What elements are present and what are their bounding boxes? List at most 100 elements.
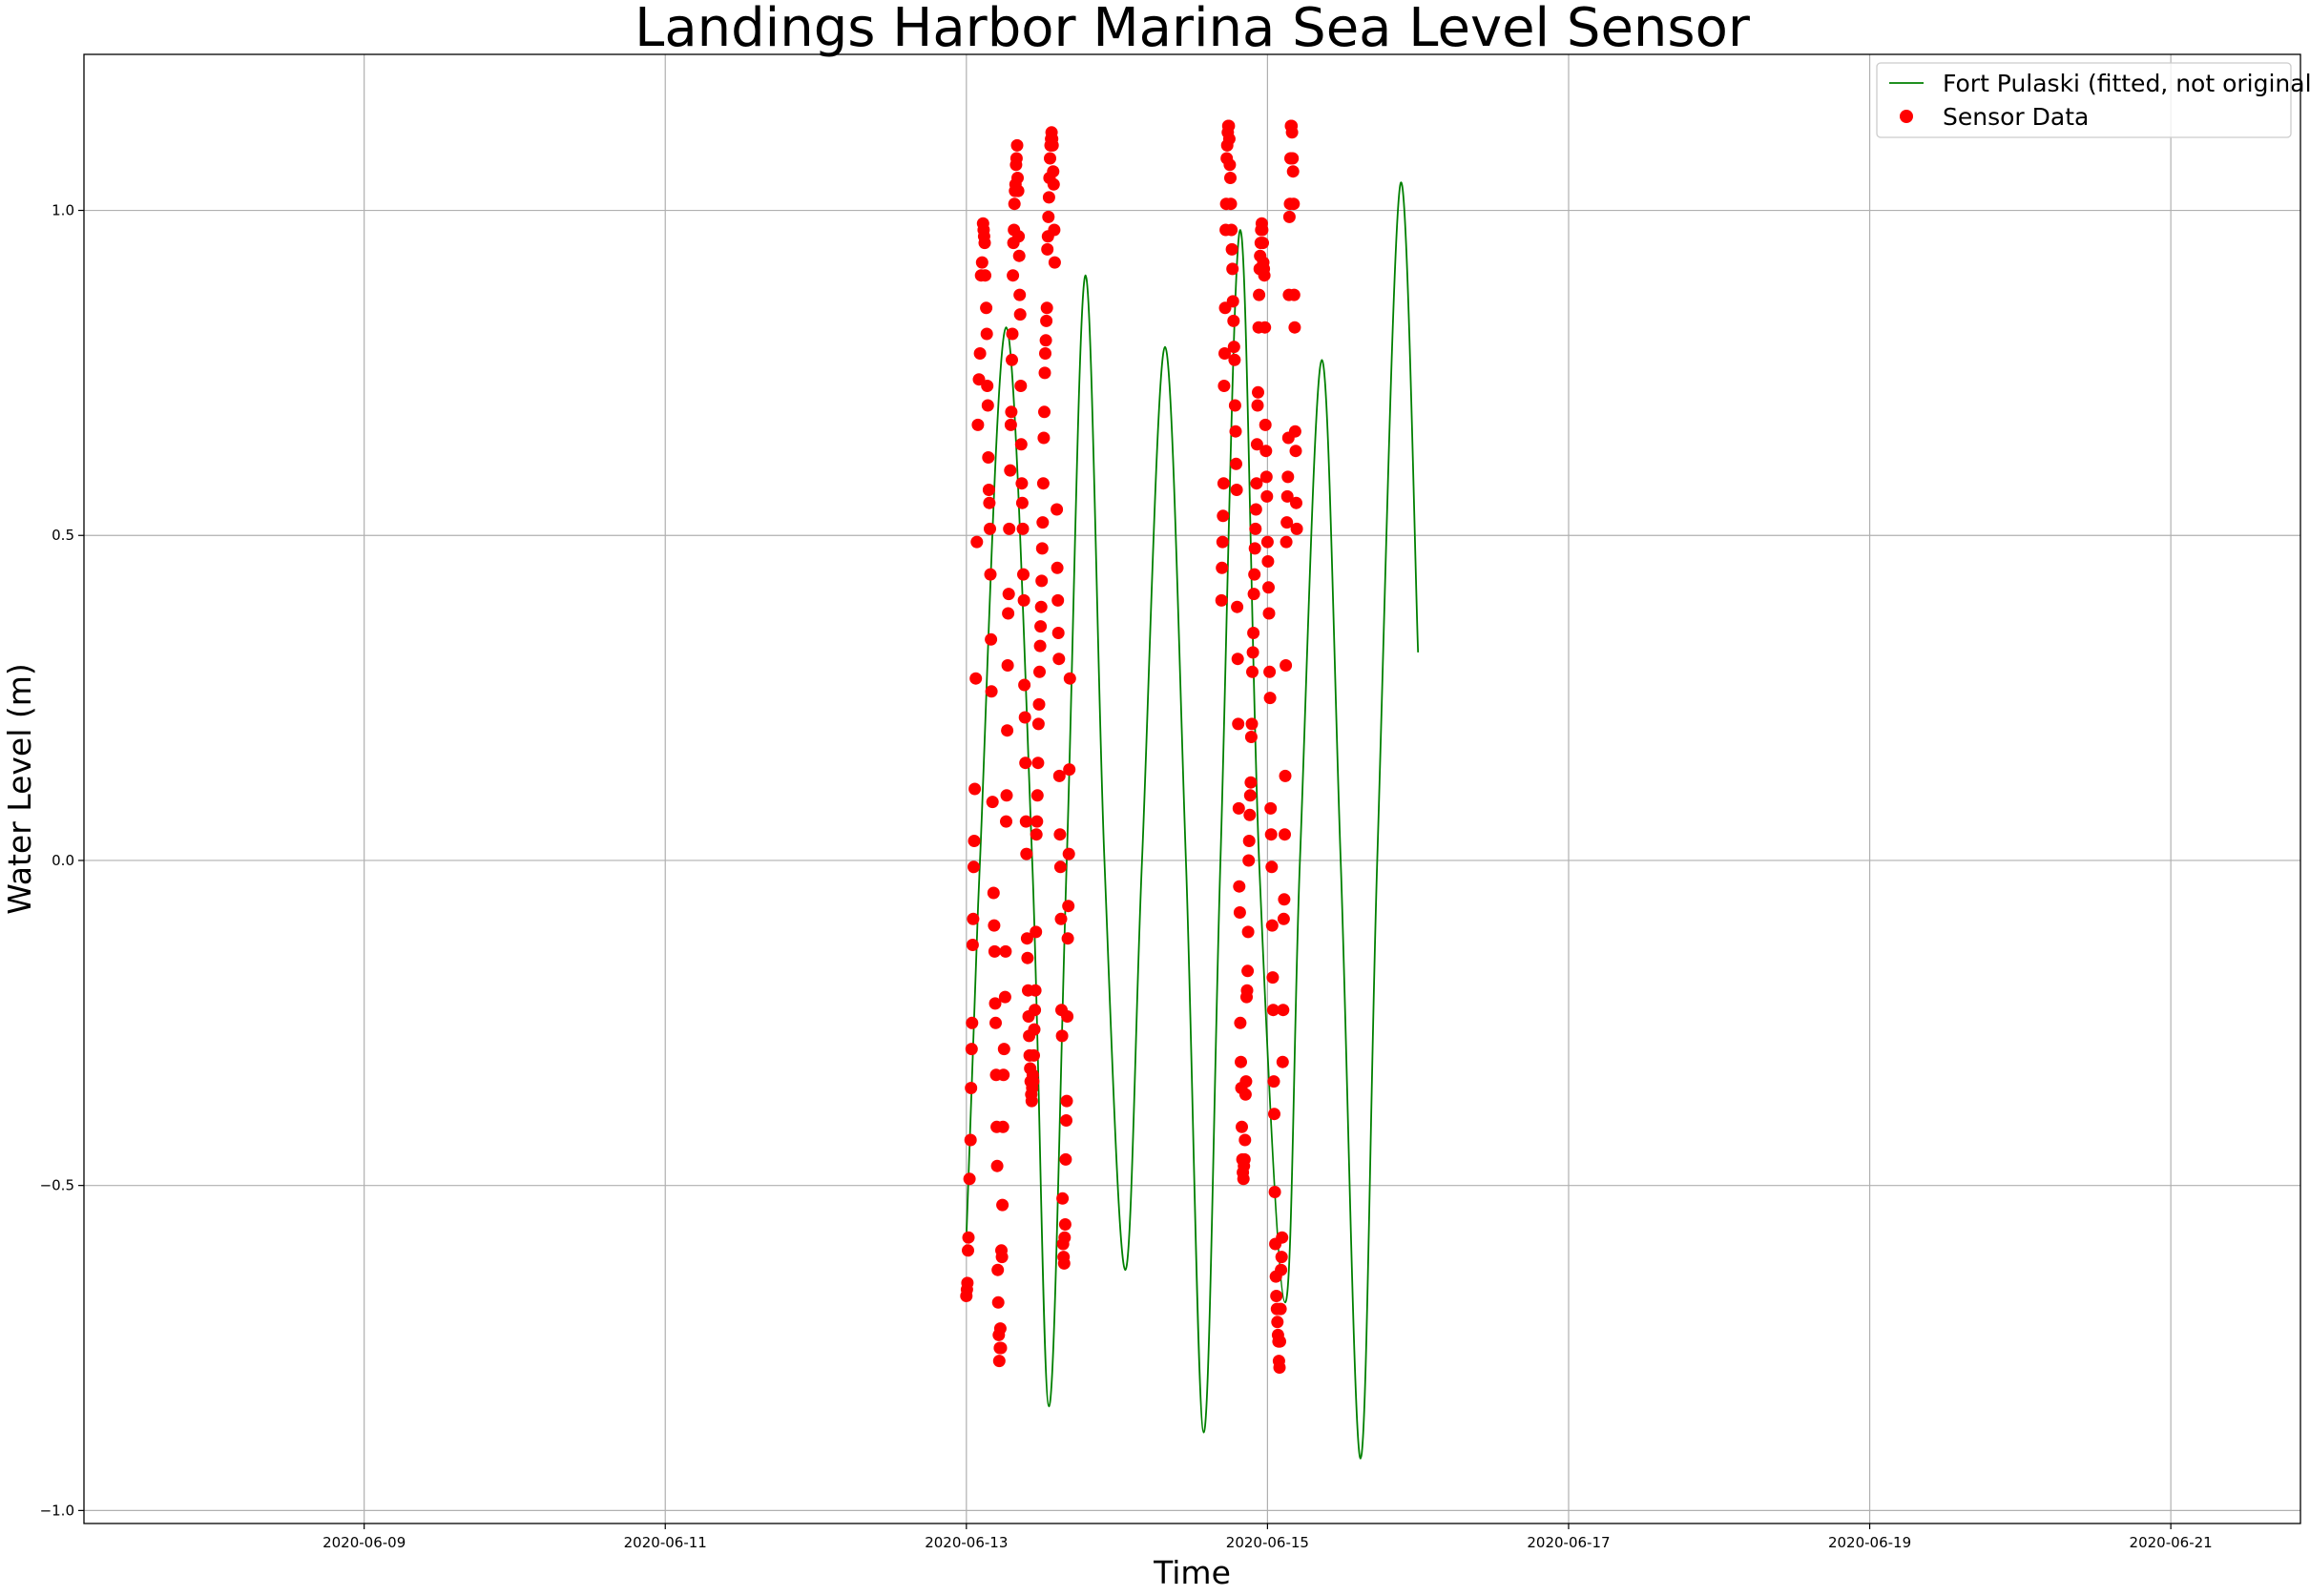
sensor-point xyxy=(1051,561,1064,574)
sensor-point xyxy=(1014,380,1028,392)
sensor-point xyxy=(1223,158,1237,172)
sensor-point xyxy=(1004,464,1017,477)
sensor-point xyxy=(1259,418,1272,431)
sensor-point xyxy=(978,237,991,250)
sensor-point xyxy=(1030,828,1043,841)
sensor-point xyxy=(1224,197,1238,211)
sensor-point xyxy=(1259,445,1273,458)
sensor-point xyxy=(1034,620,1048,633)
grid-lines xyxy=(84,54,2300,1523)
sensor-point xyxy=(1218,347,1231,360)
sensor-point xyxy=(1259,321,1272,334)
sensor-point xyxy=(1057,1256,1071,1270)
sensor-point xyxy=(1053,860,1067,874)
sensor-point xyxy=(968,782,982,796)
sensor-point xyxy=(1237,1172,1250,1186)
sensor-point xyxy=(973,347,987,360)
sensor-point xyxy=(1217,509,1230,523)
sensor-point xyxy=(994,1341,1008,1355)
sensor-point xyxy=(997,1043,1010,1056)
legend-label-sensor: Sensor Data xyxy=(1943,103,2089,131)
sensor-point xyxy=(1051,593,1065,607)
sensor-point xyxy=(965,1043,978,1056)
sensor-point xyxy=(1288,321,1301,334)
sensor-point xyxy=(1239,1075,1253,1088)
sensor-point xyxy=(1016,522,1030,535)
sensor-point xyxy=(1035,574,1049,588)
tick-labels: 2020-06-09 2020-06-11 2020-06-13 2020-06-15… xyxy=(40,202,2213,1551)
sensor-point xyxy=(1271,1316,1284,1329)
chart-title: Landings Harbor Marina Sea Level Sensor xyxy=(635,0,1751,59)
sensor-point xyxy=(1002,588,1015,601)
sensor-point xyxy=(1052,653,1066,666)
sensor-point xyxy=(1249,503,1262,516)
sensor-point xyxy=(963,1172,976,1186)
sensor-point xyxy=(1276,1055,1289,1068)
sensor-point xyxy=(1063,672,1076,685)
sensor-point xyxy=(1048,256,1061,269)
sensor-point xyxy=(999,944,1012,958)
sensor-point xyxy=(1268,1108,1280,1121)
sensor-point xyxy=(987,886,1000,900)
sensor-point xyxy=(1039,334,1052,347)
sensor-point xyxy=(1011,172,1024,184)
sensor-point xyxy=(1036,516,1050,529)
y-tick-label: 0.5 xyxy=(52,527,74,544)
x-tick-label: 2020-06-21 xyxy=(2130,1534,2213,1551)
sensor-point xyxy=(1280,489,1294,503)
sensor-point xyxy=(1273,1361,1286,1374)
x-tick-label: 2020-06-13 xyxy=(925,1534,1008,1551)
sensor-point xyxy=(1040,314,1053,327)
sensor-point xyxy=(1038,405,1051,419)
sensor-point xyxy=(1037,431,1051,445)
sensor-point xyxy=(1014,438,1028,451)
sensor-point xyxy=(1048,223,1061,237)
sensor-point xyxy=(988,944,1001,958)
sensor-point xyxy=(1246,665,1259,678)
sensor-point xyxy=(984,568,997,581)
sensor-point xyxy=(1054,912,1068,925)
sensor-point xyxy=(1242,854,1256,867)
sensor-point xyxy=(1227,314,1240,327)
sensor-point xyxy=(1243,808,1257,821)
sensor-point xyxy=(1038,366,1051,380)
legend-box xyxy=(1876,62,2292,138)
sensor-point xyxy=(1288,425,1301,438)
sensor-point xyxy=(1240,984,1254,997)
sensor-point xyxy=(1238,1133,1252,1147)
sensor-point xyxy=(989,1016,1002,1029)
sensor-point xyxy=(1060,1114,1072,1127)
sensor-point xyxy=(1232,801,1245,815)
sensor-point xyxy=(1234,1016,1247,1029)
sensor-point xyxy=(969,672,983,685)
sensor-point xyxy=(1055,1029,1069,1043)
sensor-point xyxy=(1241,964,1255,978)
fitted-line xyxy=(965,181,1420,1460)
sensor-point xyxy=(1063,763,1076,777)
sensor-point xyxy=(984,522,996,535)
sensor-point xyxy=(1230,457,1242,470)
sensor-point xyxy=(1267,1075,1280,1088)
sensor-point xyxy=(1262,581,1275,594)
sensor-point xyxy=(1032,697,1046,711)
sensor-point xyxy=(995,1251,1009,1264)
sensor-point xyxy=(1053,828,1067,841)
sensor-point xyxy=(1015,477,1029,490)
y-tick-label: 1.0 xyxy=(52,202,74,219)
sensor-point xyxy=(968,860,980,874)
sensor-point xyxy=(1285,126,1299,139)
sensor-point xyxy=(1228,399,1241,412)
sensor-point xyxy=(1046,138,1059,152)
sensor-point xyxy=(1250,477,1263,490)
sensor-point xyxy=(1251,399,1264,412)
sensor-point xyxy=(1274,1302,1287,1316)
sensor-point xyxy=(1011,184,1025,197)
sensor-point xyxy=(964,1133,977,1147)
sensor-point xyxy=(1002,607,1015,620)
sensor-point xyxy=(1215,593,1228,607)
sensor-point xyxy=(1247,627,1260,639)
legend-label-fitted: Fort Pulaski (fitted, not original) xyxy=(1943,70,2310,97)
sensor-point xyxy=(1012,230,1026,243)
sensor-point xyxy=(979,269,991,282)
sensor-point xyxy=(1041,242,1054,256)
